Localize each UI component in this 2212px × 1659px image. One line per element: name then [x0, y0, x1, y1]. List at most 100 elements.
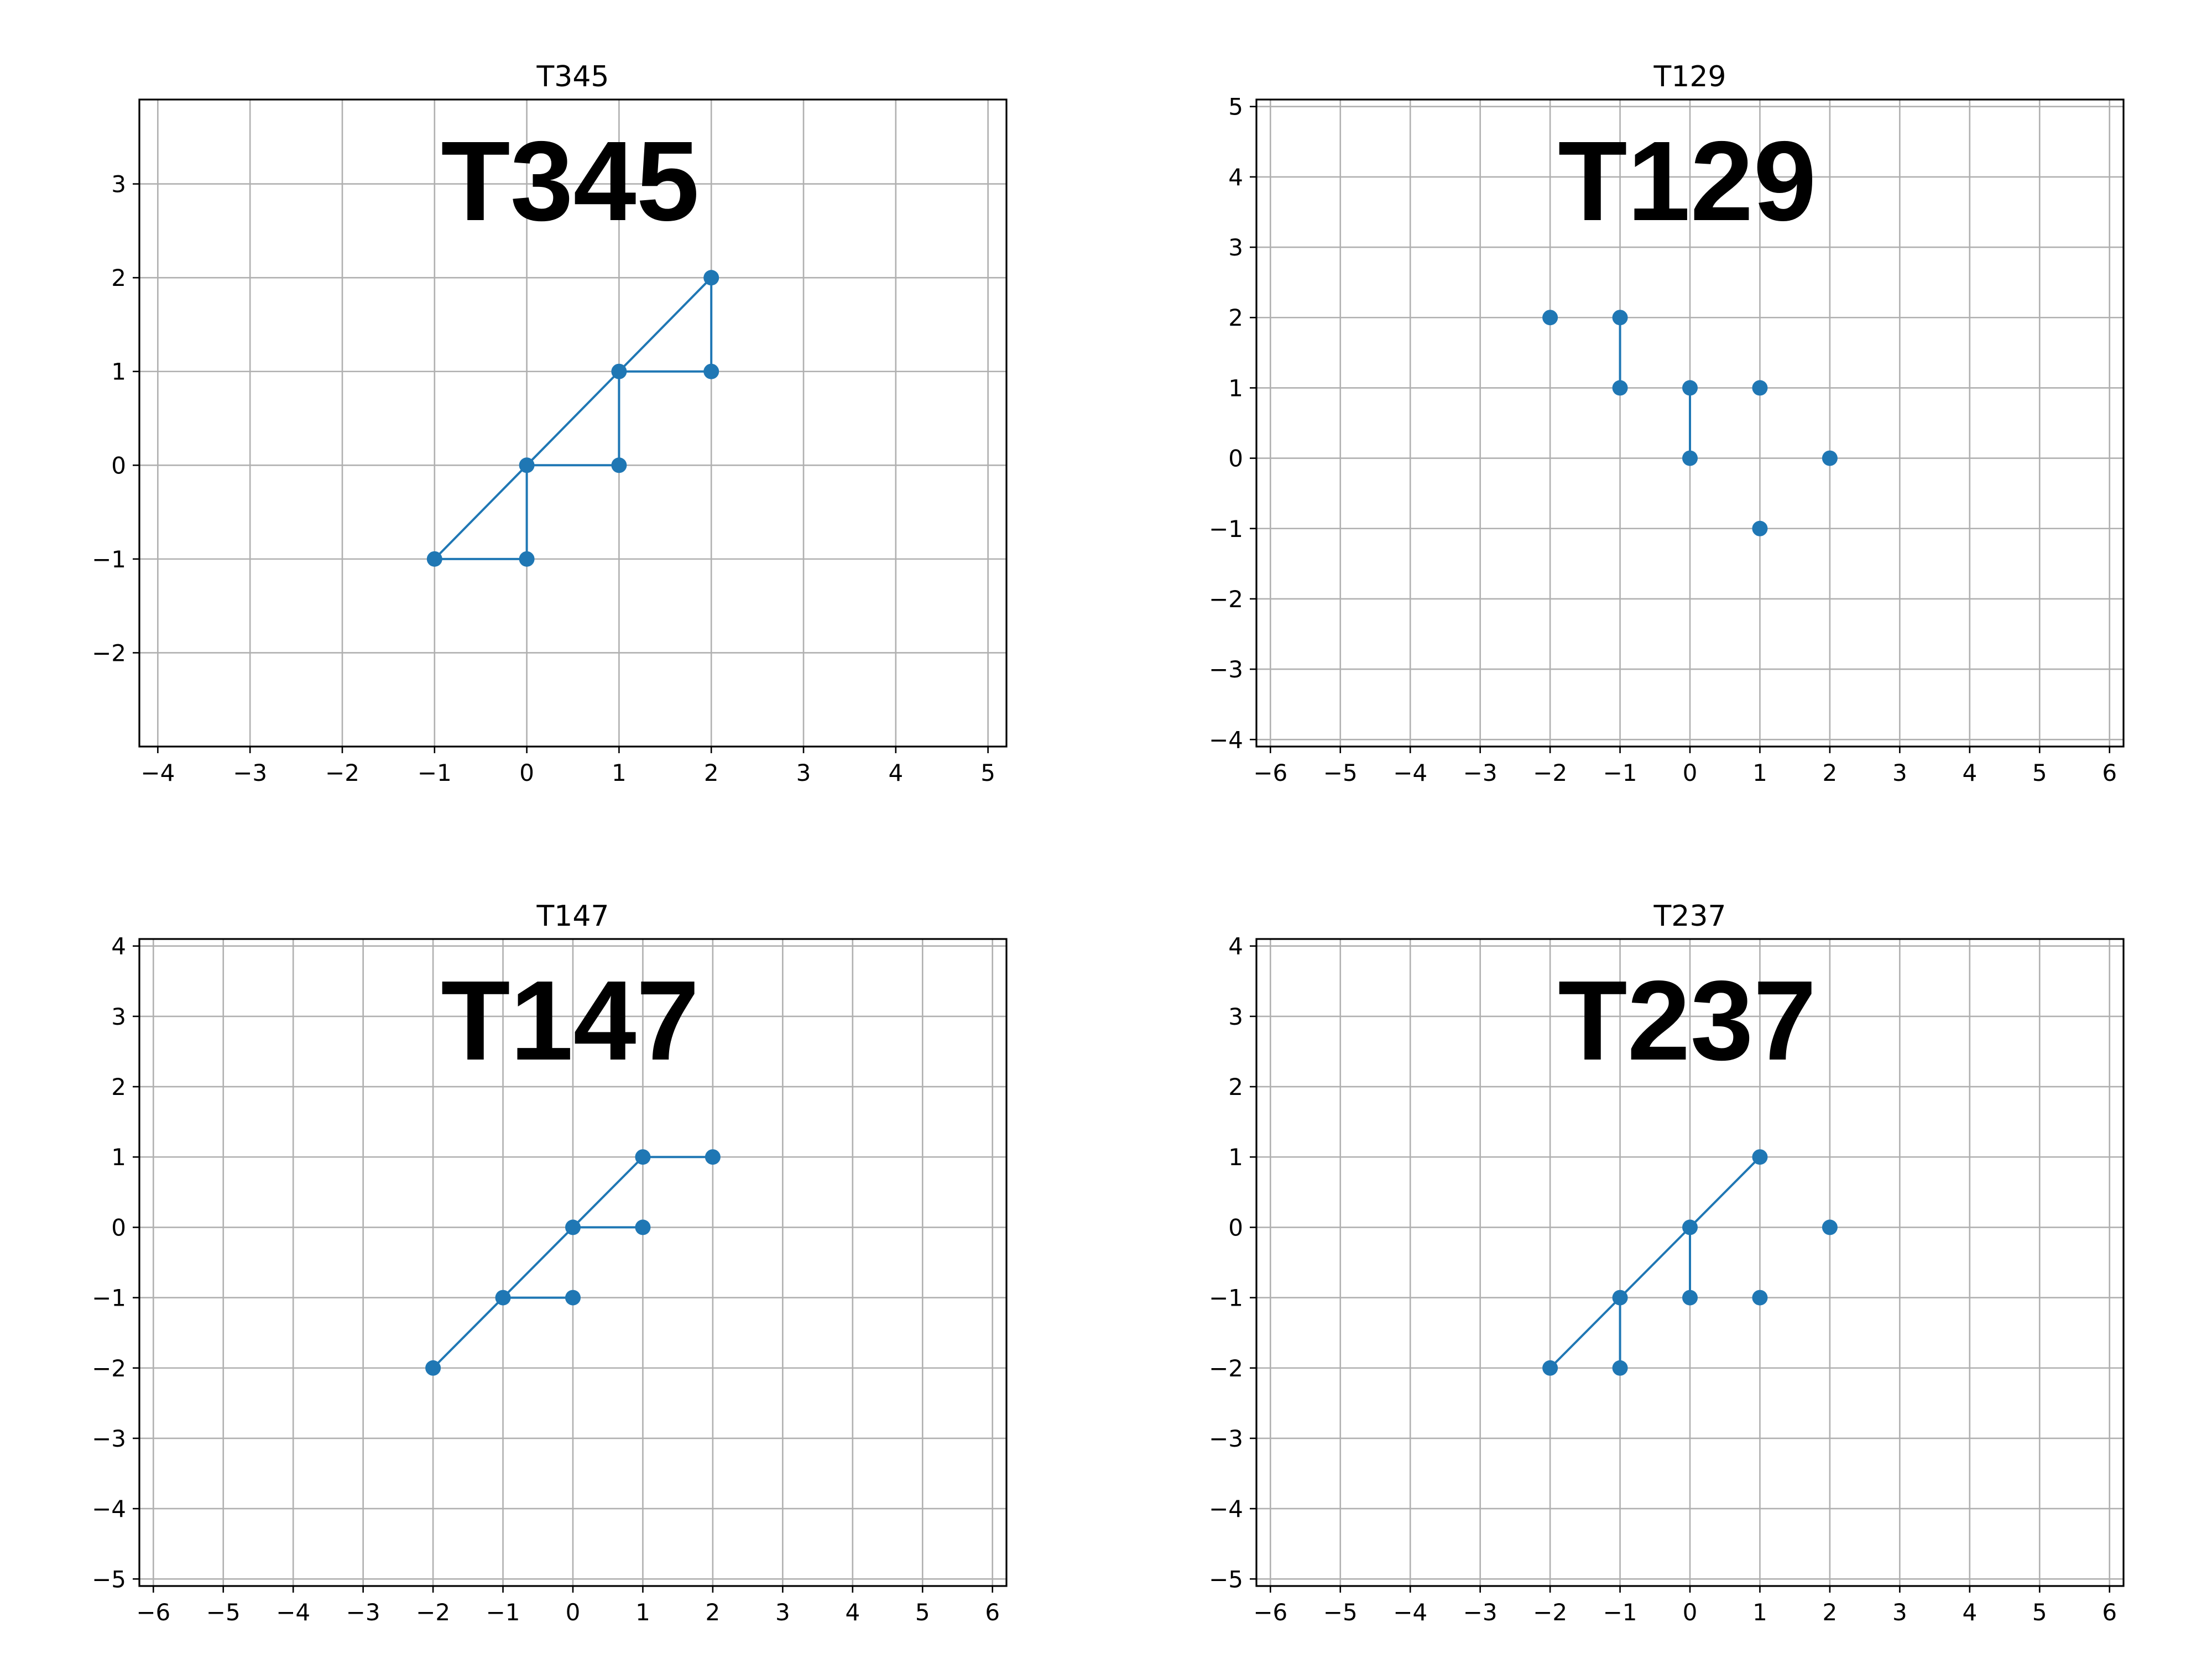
- x-tick-label: 5: [2032, 759, 2047, 786]
- data-point: [1752, 380, 1768, 396]
- y-tick-label: 2: [111, 1073, 126, 1100]
- data-point: [1752, 520, 1768, 536]
- x-tick-label: −4: [276, 1599, 310, 1626]
- edge-line: [434, 464, 528, 560]
- x-tick-label: 5: [980, 759, 995, 786]
- data-point: [1612, 1360, 1628, 1376]
- data-point: [565, 1290, 581, 1306]
- panel-overlay-label: T345: [441, 118, 699, 244]
- data-point: [1612, 310, 1628, 326]
- edge-line: [1689, 1156, 1761, 1228]
- x-tick-label: −3: [1463, 759, 1498, 786]
- y-tick-label: 3: [111, 171, 126, 198]
- data-point: [1822, 450, 1838, 466]
- edge-line: [1549, 1297, 1621, 1369]
- data-point: [1682, 1219, 1698, 1235]
- chart-panel-1: −4 −3 −2 −1 0 1 2 3 4 5 −2 −1 0 1 2 3 T345 T345: [92, 60, 1008, 786]
- panel-overlay-label: T237: [1558, 957, 1816, 1084]
- panel-title: T147: [536, 900, 609, 933]
- y-tick-label: −1: [1209, 1285, 1243, 1312]
- x-tick-label: 2: [1823, 759, 1838, 786]
- x-tick-label: 0: [566, 1599, 581, 1626]
- x-tick-label: 4: [888, 759, 903, 786]
- x-tick-label: −6: [136, 1599, 170, 1626]
- panel-title: T345: [536, 60, 609, 93]
- y-tick-label: 4: [1228, 933, 1243, 960]
- x-tick-label: 5: [2032, 1599, 2047, 1626]
- data-point: [611, 363, 627, 379]
- x-tick-label: −4: [1393, 759, 1427, 786]
- y-tick-label: 1: [1228, 1144, 1243, 1171]
- x-tick-label: 6: [2102, 759, 2117, 786]
- edge-line: [572, 1156, 644, 1228]
- chart-panel-2: −6 −5 −4 −3 −2 −1 0 1 2 3 4 5 6 −4 −3 −2 −1 0 1 2 3 4 5 T129 T12…: [1209, 60, 2125, 786]
- y-tick-label: 0: [1228, 1214, 1243, 1241]
- data-point: [703, 363, 719, 379]
- x-tick-label: 3: [796, 759, 811, 786]
- y-tick-label: 3: [1228, 1003, 1243, 1030]
- panel-overlay-label: T147: [441, 957, 699, 1084]
- x-tick-label: −5: [1323, 759, 1358, 786]
- x-tick-label: −1: [486, 1599, 520, 1626]
- data-point: [425, 1360, 441, 1376]
- data-point: [1752, 1149, 1768, 1165]
- x-tick-label: 0: [1683, 1599, 1698, 1626]
- x-tick-label: −5: [206, 1599, 241, 1626]
- y-tick-label: 3: [111, 1003, 126, 1030]
- y-tick-label: −1: [1209, 515, 1243, 542]
- y-tick-label: −2: [1209, 586, 1243, 613]
- data-point: [565, 1219, 581, 1235]
- data-point: [1612, 380, 1628, 396]
- data-point: [1542, 310, 1558, 326]
- y-tick-label: −2: [92, 639, 126, 666]
- panel-title: T129: [1653, 60, 1726, 93]
- data-point: [1682, 380, 1698, 396]
- chart-panel-4: −6 −5 −4 −3 −2 −1 0 1 2 3 4 5 6 −5 −4 −3 −2 −1 0 1 2 3 4 T237 T2…: [1209, 900, 2125, 1626]
- data-point: [1612, 1290, 1628, 1306]
- axes-frame: [138, 98, 1008, 748]
- y-tick-label: −2: [1209, 1355, 1243, 1382]
- x-tick-label: 6: [985, 1599, 1000, 1626]
- x-tick-label: 2: [706, 1599, 721, 1626]
- y-tick-label: 2: [111, 264, 126, 291]
- x-tick-label: 1: [612, 759, 627, 786]
- x-tick-label: 3: [775, 1599, 790, 1626]
- x-tick-label: −2: [416, 1599, 450, 1626]
- y-tick-label: −1: [92, 546, 126, 573]
- y-tick-label: −5: [92, 1566, 126, 1593]
- y-tick-label: 2: [1228, 1073, 1243, 1100]
- chart-panel-3: −6 −5 −4 −3 −2 −1 0 1 2 3 4 5 6 −5 −4 −3 −2 −1 0 1 2 3 4 T147 T1…: [92, 900, 1008, 1626]
- y-tick-label: 3: [1228, 234, 1243, 261]
- data-point: [703, 270, 719, 286]
- data-point: [1752, 1290, 1768, 1306]
- x-tick-label: −1: [1603, 1599, 1637, 1626]
- x-tick-label: 3: [1892, 759, 1907, 786]
- y-tick-label: −1: [92, 1285, 126, 1312]
- data-point: [635, 1219, 651, 1235]
- x-tick-label: 6: [2102, 1599, 2117, 1626]
- data-point: [1682, 450, 1698, 466]
- x-tick-label: −3: [1463, 1599, 1498, 1626]
- y-tick-label: 1: [1228, 374, 1243, 401]
- y-tick-label: −2: [92, 1355, 126, 1382]
- data-point: [1822, 1219, 1838, 1235]
- edge-line: [432, 1297, 504, 1369]
- panel-title: T237: [1653, 900, 1726, 933]
- x-tick-label: −5: [1323, 1599, 1358, 1626]
- x-tick-label: −2: [1533, 1599, 1567, 1626]
- x-tick-label: −4: [140, 759, 175, 786]
- x-tick-label: 4: [1962, 1599, 1977, 1626]
- edge-line: [618, 276, 712, 373]
- y-tick-label: −4: [92, 1495, 126, 1522]
- panel-overlay-label: T129: [1558, 118, 1816, 244]
- x-tick-label: −1: [418, 759, 452, 786]
- y-tick-label: 5: [1228, 93, 1243, 121]
- x-tick-label: −3: [233, 759, 267, 786]
- y-tick-label: 4: [1228, 164, 1243, 191]
- data-point: [705, 1149, 721, 1165]
- x-tick-label: −3: [346, 1599, 380, 1626]
- x-tick-label: −6: [1253, 759, 1287, 786]
- data-point: [611, 457, 627, 473]
- data-point: [519, 457, 535, 473]
